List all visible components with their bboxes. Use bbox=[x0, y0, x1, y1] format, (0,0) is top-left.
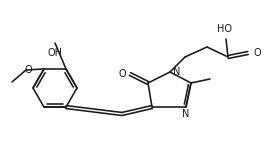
Text: N: N bbox=[173, 67, 180, 77]
Text: O: O bbox=[24, 65, 32, 75]
Text: O: O bbox=[118, 69, 126, 79]
Text: O: O bbox=[253, 48, 261, 58]
Text: OH: OH bbox=[48, 48, 62, 58]
Text: N: N bbox=[182, 109, 190, 119]
Text: HO: HO bbox=[216, 24, 232, 34]
